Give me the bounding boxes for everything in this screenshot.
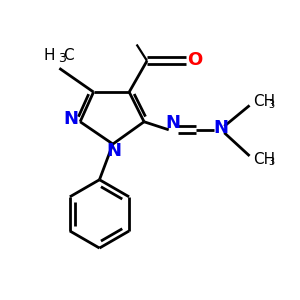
Text: CH: CH [253, 94, 275, 110]
Text: O: O [187, 51, 202, 69]
Text: 3: 3 [58, 52, 66, 65]
Text: N: N [64, 110, 79, 128]
Text: N: N [214, 119, 229, 137]
Text: C: C [63, 48, 74, 63]
Text: $_3$: $_3$ [268, 97, 275, 111]
Text: $_3$: $_3$ [268, 154, 275, 168]
Text: N: N [107, 142, 122, 160]
Text: H: H [44, 48, 55, 63]
Text: N: N [166, 114, 181, 132]
Text: CH: CH [253, 152, 275, 167]
